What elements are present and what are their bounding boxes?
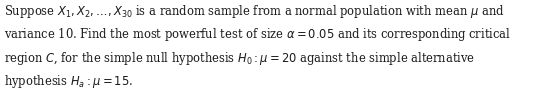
Text: variance 10. Find the most powerful test of size $\alpha = 0.05$ and its corresp: variance 10. Find the most powerful test… bbox=[4, 26, 512, 43]
Text: Suppose $X_1, X_2, \ldots, X_{30}$ is a random sample from a normal population w: Suppose $X_1, X_2, \ldots, X_{30}$ is a … bbox=[4, 3, 505, 20]
Text: hypothesis $H_a : \mu = 15$.: hypothesis $H_a : \mu = 15$. bbox=[4, 73, 134, 90]
Text: region $C$, for the simple null hypothesis $H_0 : \mu = 20$ against the simple a: region $C$, for the simple null hypothes… bbox=[4, 50, 476, 67]
